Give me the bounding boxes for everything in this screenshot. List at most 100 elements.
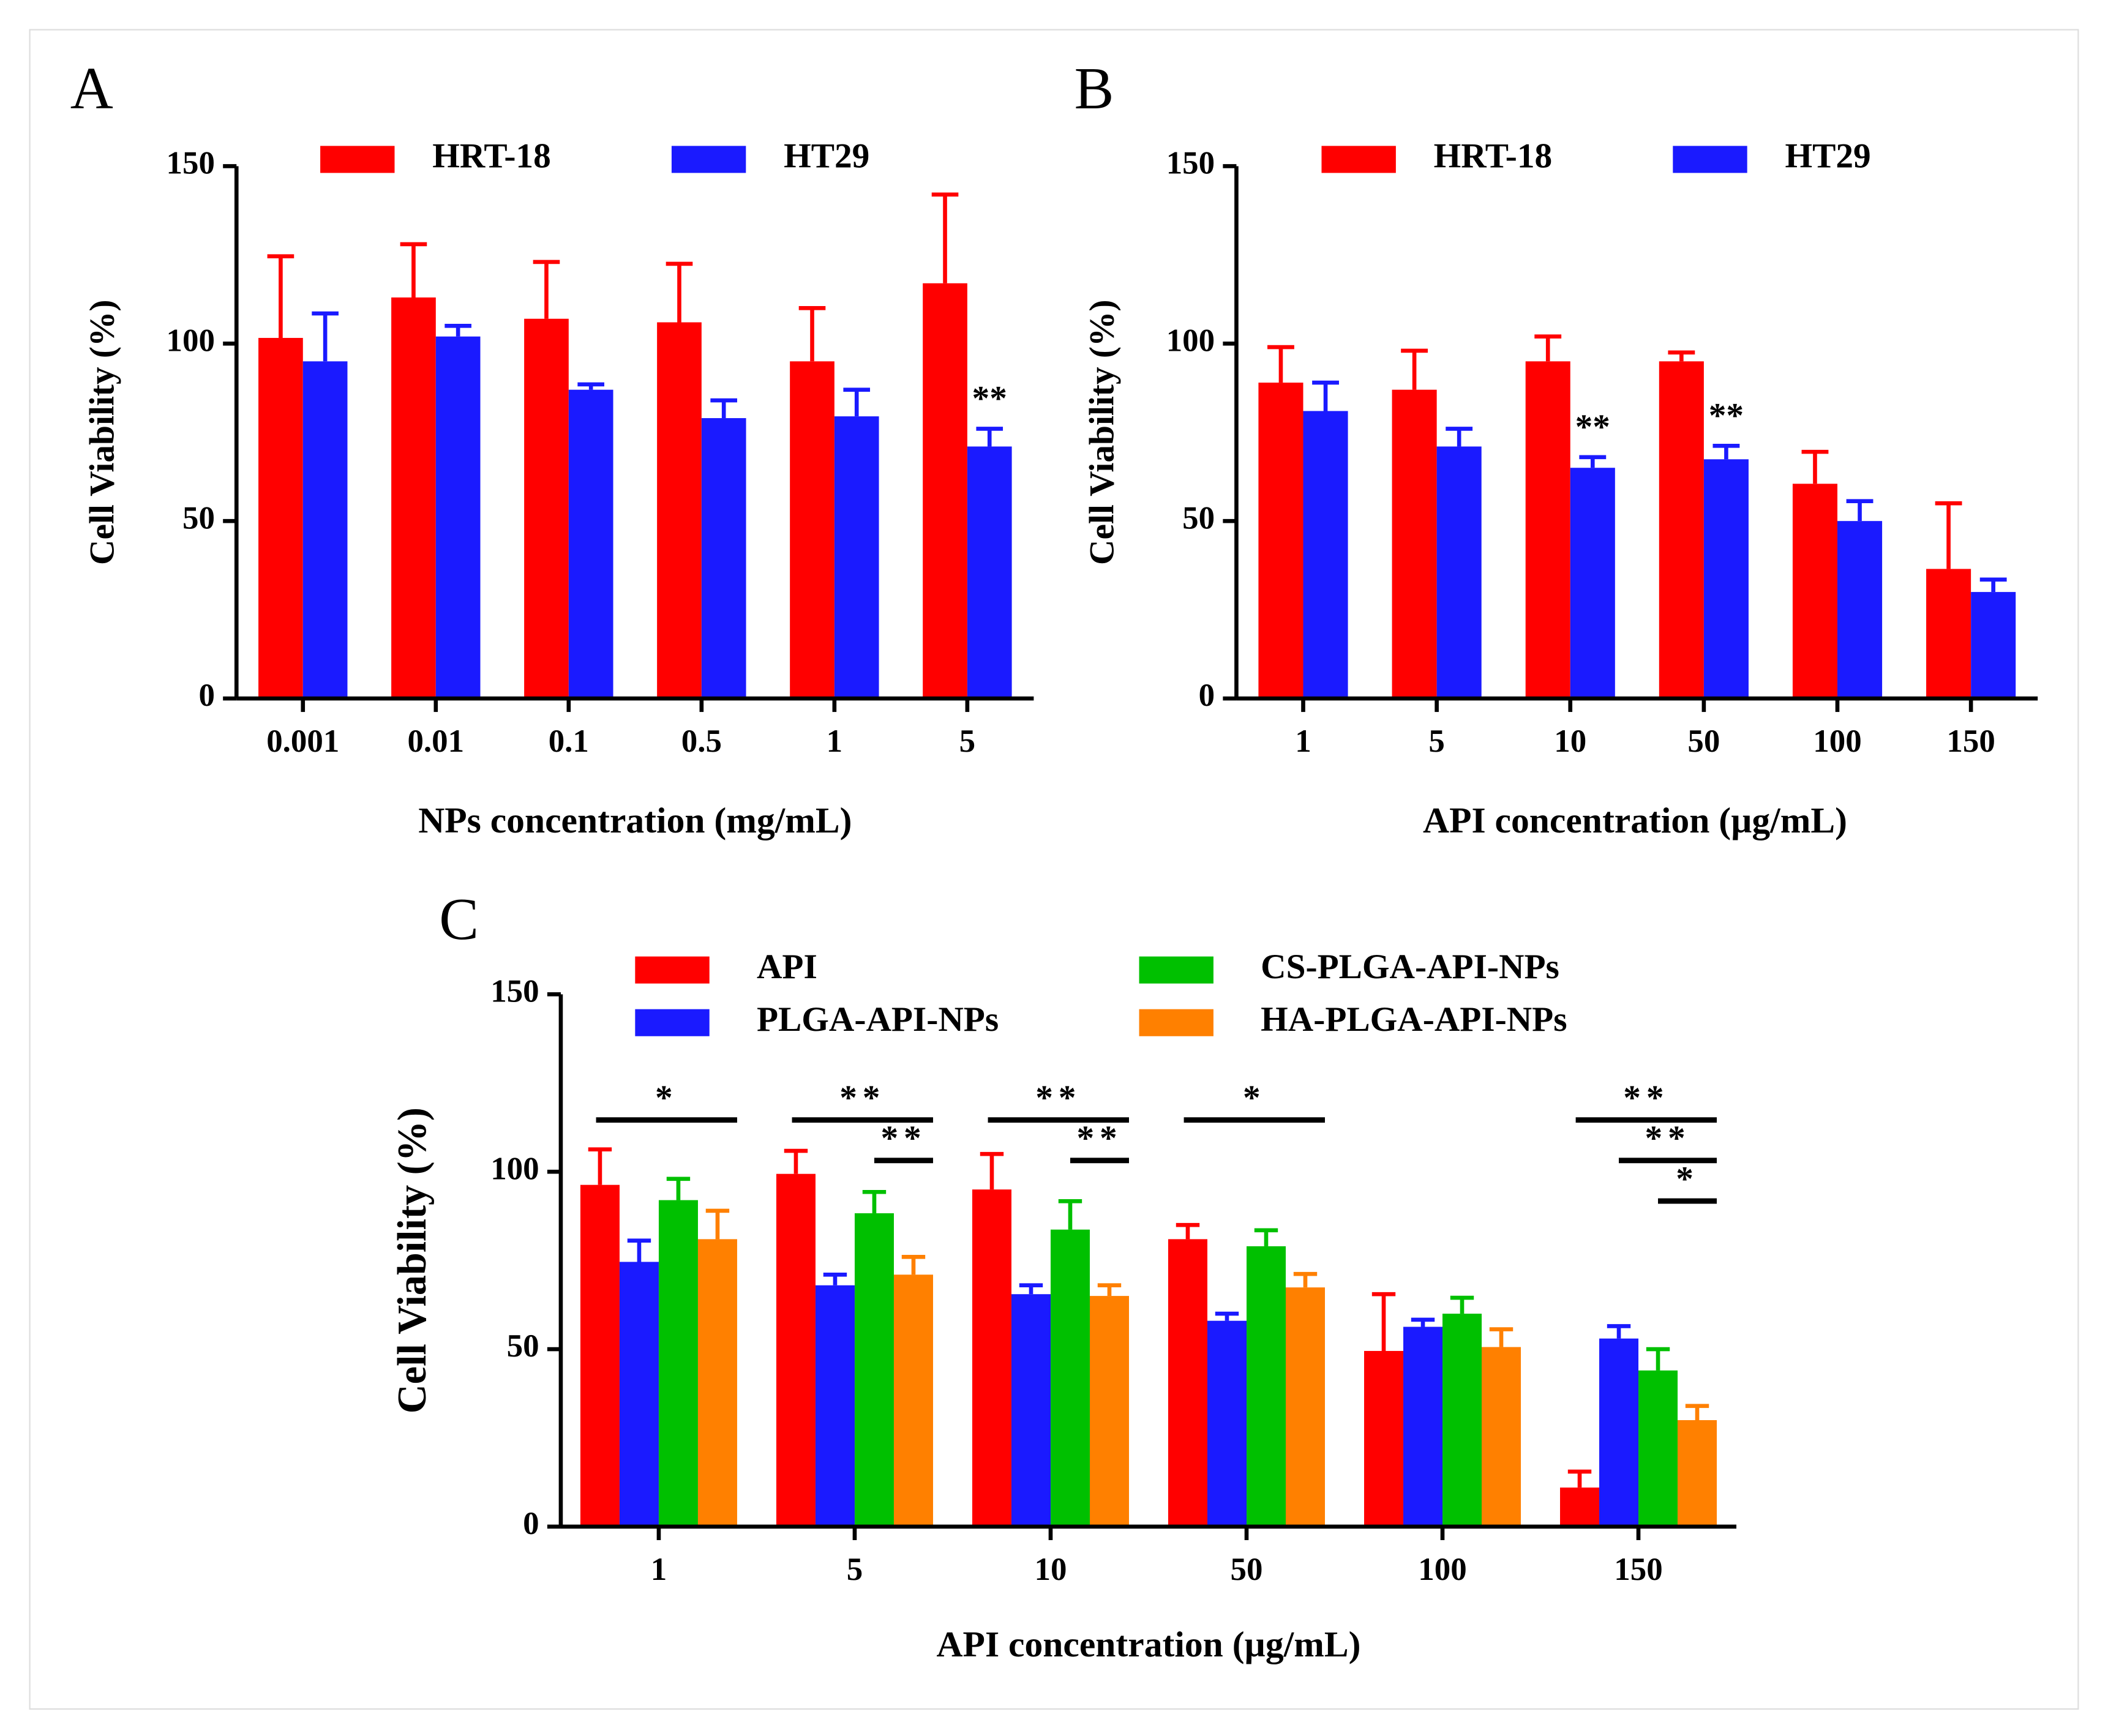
x-tick-label: 0.5	[681, 724, 722, 759]
bar	[972, 1189, 1011, 1527]
legend-swatch	[1673, 146, 1747, 173]
bar	[302, 361, 348, 699]
y-tick-label: 100	[167, 323, 215, 358]
bar	[893, 1274, 933, 1527]
bar	[1482, 1347, 1521, 1527]
bar	[1926, 569, 1971, 699]
y-tick-label: 0	[523, 1506, 539, 1541]
bar	[1599, 1338, 1639, 1527]
bar	[1837, 521, 1883, 699]
frame	[29, 29, 2079, 1710]
legend-label: CS-PLGA-API-NPs	[1261, 948, 1559, 986]
significance: **	[972, 379, 1007, 417]
bar	[1168, 1239, 1207, 1527]
bar	[580, 1184, 620, 1527]
x-tick-label: 0.1	[549, 724, 589, 759]
legend-label: API	[757, 948, 817, 986]
significance: **	[1035, 1079, 1081, 1117]
y-axis-title: Cell Viability (%)	[83, 299, 121, 564]
bar	[1050, 1229, 1090, 1527]
bar	[1246, 1246, 1286, 1527]
bar	[1971, 592, 2016, 699]
bar	[1792, 484, 1838, 699]
bar	[697, 1239, 737, 1527]
x-tick-label: 5	[1428, 724, 1444, 759]
bar	[1436, 446, 1482, 699]
y-tick-label: 100	[490, 1151, 539, 1186]
bar	[1011, 1294, 1051, 1527]
bar	[1207, 1320, 1247, 1527]
y-tick-label: 50	[182, 500, 215, 536]
bar	[834, 416, 879, 699]
bar	[258, 338, 303, 699]
bar	[435, 336, 481, 699]
bar	[1089, 1296, 1129, 1527]
legend-swatch	[671, 146, 746, 173]
x-tick-label: 50	[1231, 1552, 1263, 1587]
x-axis-title: API concentration (µg/mL)	[1423, 800, 1847, 840]
x-axis-title: NPs concentration (mg/mL)	[418, 800, 852, 840]
bar	[1703, 459, 1749, 699]
legend-label: HRT-18	[1434, 137, 1553, 176]
significance: **	[839, 1079, 885, 1117]
bar	[524, 318, 569, 699]
significance: **	[1623, 1079, 1669, 1117]
bar	[1525, 361, 1570, 699]
bar	[1442, 1314, 1482, 1527]
bar	[568, 389, 613, 699]
x-tick-label: 5	[959, 724, 975, 759]
significance: **	[1645, 1119, 1691, 1158]
bar	[657, 322, 702, 699]
significance: **	[1076, 1119, 1122, 1158]
significance: **	[880, 1119, 926, 1158]
x-axis-title: API concentration (µg/mL)	[937, 1624, 1361, 1664]
y-tick-label: 0	[198, 678, 214, 713]
y-tick-label: 0	[1199, 678, 1215, 713]
y-tick-label: 100	[1166, 323, 1215, 358]
legend-swatch	[1139, 956, 1213, 984]
x-tick-label: 100	[1813, 724, 1861, 759]
significance: *	[655, 1079, 678, 1117]
bar	[1258, 383, 1303, 699]
y-axis-title: Cell Viability (%)	[1083, 299, 1122, 564]
y-tick-label: 50	[507, 1328, 539, 1364]
y-axis-title: Cell Viability (%)	[390, 1107, 435, 1413]
legend-label: HT29	[1785, 137, 1870, 176]
y-tick-label: 150	[1166, 146, 1215, 181]
bar	[658, 1200, 698, 1527]
x-tick-label: 10	[1554, 724, 1586, 759]
bar	[1570, 468, 1615, 699]
bar	[1303, 411, 1348, 699]
y-tick-label: 150	[167, 146, 215, 181]
panel-label: C	[439, 886, 479, 952]
x-tick-label: 1	[827, 724, 842, 759]
x-tick-label: 150	[1614, 1552, 1662, 1587]
bar	[1403, 1326, 1443, 1527]
panel-label: B	[1075, 56, 1114, 122]
legend-label: HRT-18	[432, 137, 551, 176]
bar	[790, 361, 835, 699]
bar	[391, 297, 436, 699]
significance: **	[1575, 408, 1610, 446]
significance: *	[1676, 1159, 1699, 1198]
bar	[1364, 1350, 1404, 1527]
bar	[1659, 361, 1704, 699]
bar	[923, 283, 967, 699]
legend-label: HT29	[784, 137, 869, 176]
x-tick-label: 1	[1295, 724, 1311, 759]
x-tick-label: 0.001	[266, 724, 339, 759]
legend-label: PLGA-API-NPs	[757, 1000, 999, 1039]
bar	[776, 1173, 816, 1527]
bar	[701, 418, 746, 699]
x-tick-label: 150	[1946, 724, 1995, 759]
y-tick-label: 50	[1182, 500, 1215, 536]
x-tick-label: 1	[651, 1552, 667, 1587]
x-tick-label: 50	[1687, 724, 1720, 759]
legend-label: HA-PLGA-API-NPs	[1261, 1000, 1567, 1039]
bar	[1560, 1487, 1600, 1527]
bar	[1392, 389, 1437, 699]
legend-swatch	[635, 1009, 710, 1036]
legend-swatch	[1139, 1009, 1213, 1036]
bar	[854, 1213, 894, 1527]
